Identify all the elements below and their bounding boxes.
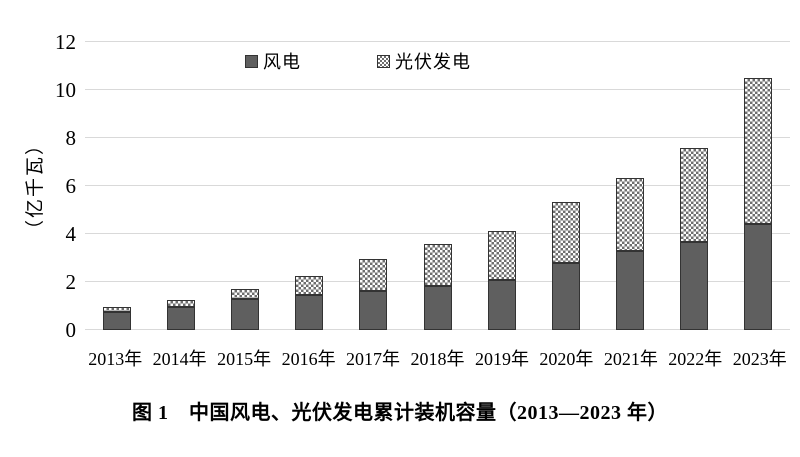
stacked-bar-2021	[615, 42, 644, 330]
stacked-bar-2022	[679, 42, 708, 330]
figure-caption: 图 1 中国风电、光伏发电累计装机容量（2013—2023 年）	[132, 402, 668, 424]
solar-bar-segment	[743, 78, 772, 225]
legend: 风电 光伏发电	[245, 48, 471, 74]
gridline-y-6	[85, 185, 790, 186]
wind-bar-segment	[679, 242, 708, 330]
solar-bar-segment	[103, 307, 132, 312]
solar-swatch-icon	[377, 54, 390, 68]
legend-label-wind: 风电	[263, 52, 301, 72]
bar-slot-2020	[534, 42, 598, 330]
plot-area: 风电 光伏发电	[85, 41, 790, 330]
stacked-bar-2013	[103, 42, 132, 330]
stacked-bar-2023	[743, 42, 772, 330]
wind-bar-segment	[231, 299, 260, 330]
x-axis-label: 2020年	[539, 349, 594, 369]
stacked-bar-2019	[487, 42, 516, 330]
solar-bar-segment	[679, 148, 708, 243]
wind-bar-segment	[103, 311, 132, 330]
y-tick-label-6: 6	[65, 174, 77, 198]
wind-bar-segment	[423, 285, 452, 330]
y-tick-label-4: 4	[65, 222, 77, 246]
x-axis-label: 2013年	[88, 349, 143, 369]
y-tick-label-0: 0	[65, 318, 77, 342]
x-axis-label: 2021年	[603, 349, 658, 369]
bar-slot-2017	[341, 42, 405, 330]
solar-bar-segment	[423, 244, 452, 286]
x-axis-label: 2018年	[410, 349, 465, 369]
x-axis-label: 2016年	[281, 349, 336, 369]
solar-bar-segment	[615, 177, 644, 252]
wind-swatch-icon	[245, 54, 258, 68]
bar-slot-2016	[277, 42, 341, 330]
solar-bar-segment	[551, 201, 580, 263]
wind-bar-segment	[359, 290, 388, 330]
stacked-bar-2016	[295, 42, 324, 330]
solar-bar-segment	[359, 259, 388, 291]
stacked-bar-2015	[231, 42, 260, 330]
gridline-y-8	[85, 137, 790, 138]
stacked-bar-2014	[167, 42, 196, 330]
stacked-bar-2020	[551, 42, 580, 330]
wind-bar-segment	[295, 294, 324, 330]
wind-bar-segment	[487, 279, 516, 330]
legend-item-solar: 光伏发电	[377, 48, 471, 74]
wind-bar-segment	[743, 224, 772, 330]
stacked-bar-2017	[359, 42, 388, 330]
y-tick-label-10: 10	[55, 78, 76, 102]
solar-bar-segment	[167, 300, 196, 307]
solar-bar-segment	[231, 288, 260, 300]
bar-slot-2019	[470, 42, 534, 330]
bar-slot-2023	[726, 42, 790, 330]
x-axis-label: 2022年	[668, 349, 723, 369]
wind-bar-segment	[615, 251, 644, 330]
x-axis-labels: 2013年 2014年 2015年 2016年 2017年 2018年 2019年 2020年…	[83, 345, 792, 371]
y-tick-label-2: 2	[65, 270, 77, 294]
stacked-bar-2018	[423, 42, 452, 330]
x-axis-label: 2014年	[152, 349, 207, 369]
y-tick-label-12: 12	[55, 30, 76, 54]
bar-slot-2013	[85, 42, 149, 330]
wind-bar-segment	[167, 306, 196, 330]
x-axis-label: 2015年	[217, 349, 272, 369]
gridline-y-12	[85, 41, 790, 42]
solar-bar-segment	[487, 230, 516, 280]
x-axis-label: 2023年	[732, 349, 787, 369]
gridline-y-10	[85, 89, 790, 90]
gridline-y-4	[85, 233, 790, 234]
y-tick-label-8: 8	[65, 126, 77, 150]
bar-slot-2022	[662, 42, 726, 330]
x-axis-label: 2017年	[346, 349, 401, 369]
legend-label-solar: 光伏发电	[395, 52, 471, 72]
wind-bar-segment	[551, 262, 580, 330]
bar-slot-2014	[149, 42, 213, 330]
x-axis-label: 2019年	[474, 349, 529, 369]
y-axis-ticks: 0 2 4 6 8 10 12	[0, 30, 77, 342]
legend-item-wind: 风电	[245, 48, 301, 74]
bar-slot-2018	[405, 42, 469, 330]
solar-bar-segment	[295, 276, 324, 295]
bar-slot-2015	[213, 42, 277, 330]
bar-slot-2021	[598, 42, 662, 330]
bar-series	[85, 42, 790, 330]
